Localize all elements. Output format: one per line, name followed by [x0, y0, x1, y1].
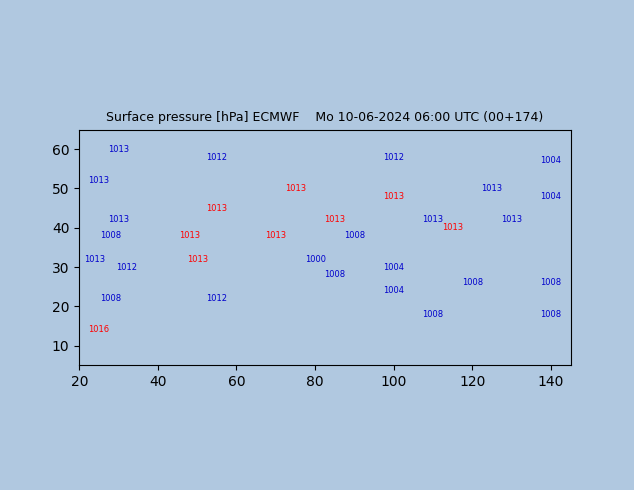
- Text: 1008: 1008: [100, 294, 121, 303]
- Text: 1013: 1013: [88, 176, 110, 185]
- Text: 1013: 1013: [442, 223, 463, 232]
- Text: 1004: 1004: [383, 263, 404, 271]
- Text: 1012: 1012: [383, 152, 404, 162]
- Text: 1013: 1013: [179, 231, 200, 240]
- Text: 1013: 1013: [383, 192, 404, 201]
- Text: 1013: 1013: [481, 184, 503, 193]
- Text: 1004: 1004: [383, 286, 404, 295]
- Text: 1013: 1013: [285, 184, 306, 193]
- Text: 1016: 1016: [88, 325, 110, 335]
- Text: 1008: 1008: [100, 231, 121, 240]
- Text: 1008: 1008: [422, 310, 444, 319]
- Text: 1004: 1004: [540, 192, 562, 201]
- Text: 1000: 1000: [304, 255, 326, 264]
- Text: 1012: 1012: [206, 294, 228, 303]
- Text: 1008: 1008: [540, 310, 562, 319]
- Text: 1008: 1008: [344, 231, 365, 240]
- Text: 1013: 1013: [186, 255, 208, 264]
- Title: Surface pressure [hPa] ECMWF    Mo 10-06-2024 06:00 UTC (00+174): Surface pressure [hPa] ECMWF Mo 10-06-20…: [107, 111, 543, 124]
- Text: 1004: 1004: [540, 156, 562, 166]
- Text: 1013: 1013: [84, 255, 105, 264]
- Text: 1012: 1012: [116, 263, 137, 271]
- Text: 1013: 1013: [324, 216, 346, 224]
- Text: 1008: 1008: [462, 278, 483, 287]
- Text: 1013: 1013: [422, 216, 444, 224]
- Text: 1008: 1008: [540, 278, 562, 287]
- Text: 1013: 1013: [501, 216, 522, 224]
- Text: 1013: 1013: [206, 204, 228, 213]
- Text: 1013: 1013: [265, 231, 287, 240]
- Text: 1012: 1012: [206, 152, 228, 162]
- Text: 1008: 1008: [324, 270, 346, 279]
- Text: 1013: 1013: [108, 216, 129, 224]
- Text: 1013: 1013: [108, 145, 129, 154]
